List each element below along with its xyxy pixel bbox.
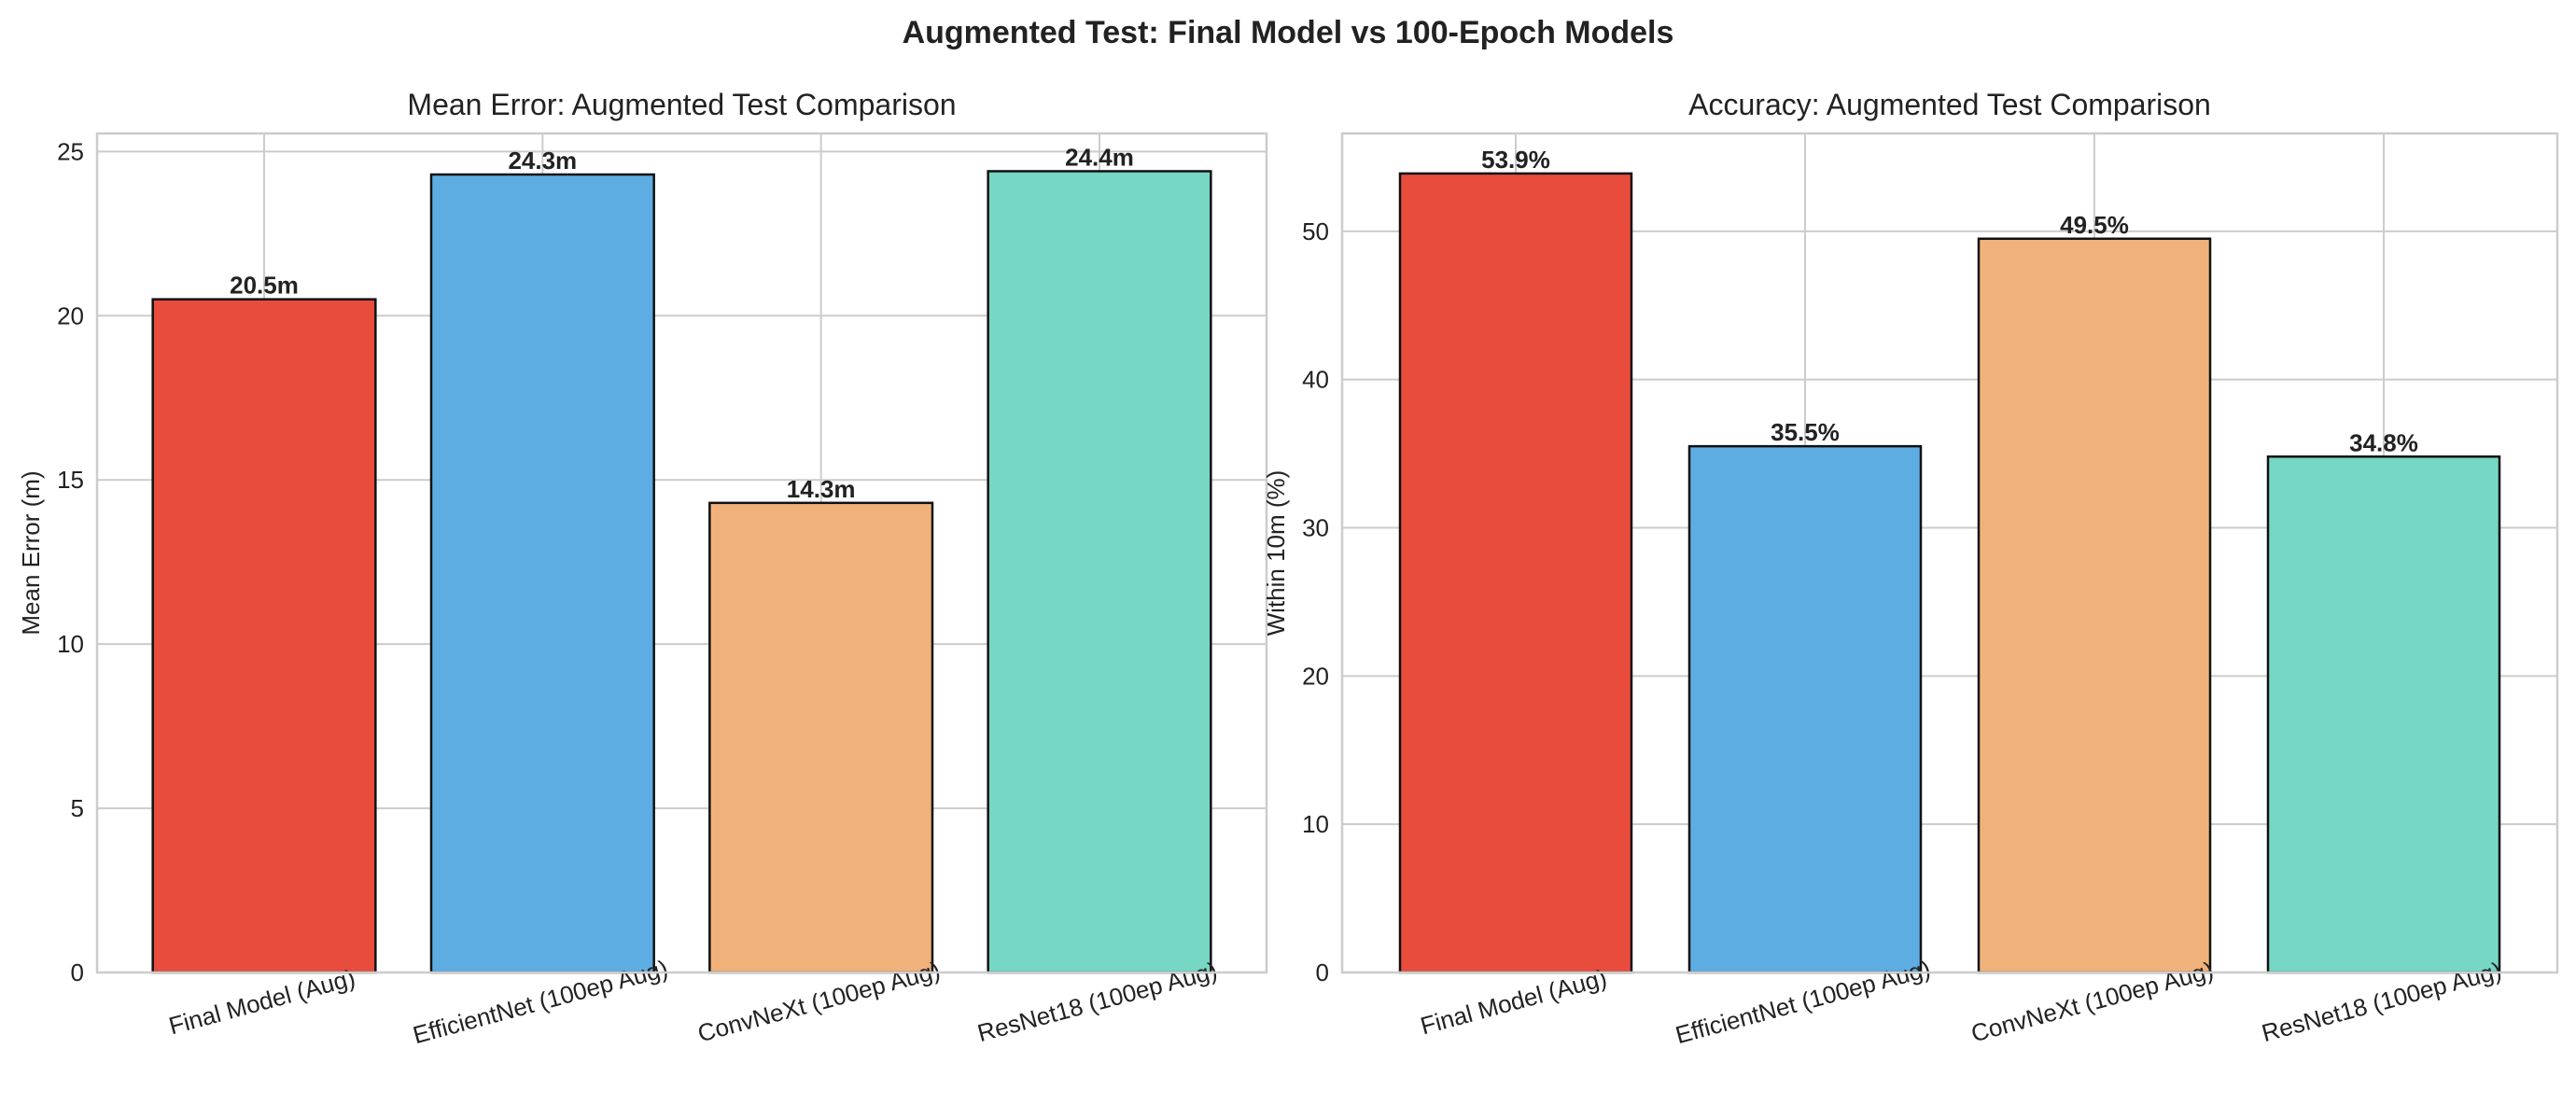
data-label: 14.3m	[787, 475, 856, 503]
chart-title: Accuracy: Augmented Test Comparison	[1688, 88, 2211, 121]
data-label: 34.8%	[2349, 428, 2418, 456]
data-label: 35.5%	[1771, 418, 1840, 446]
y-tick-label: 40	[1302, 366, 1329, 394]
y-tick-label: 0	[71, 958, 84, 986]
bar	[708, 501, 934, 974]
y-tick-label: 20	[1302, 662, 1329, 690]
y-tick-label: 10	[1302, 810, 1329, 838]
y-tick-label: 5	[71, 794, 84, 822]
axes-frame	[1340, 132, 2559, 974]
data-label: 24.3m	[508, 147, 577, 175]
figure-title: Augmented Test: Final Model vs 100-Epoch…	[903, 15, 1674, 50]
data-label: 20.5m	[230, 272, 299, 300]
chart-title: Mean Error: Augmented Test Comparison	[407, 88, 956, 121]
x-tick-label: Final Model (Aug)	[166, 963, 358, 1040]
bar	[151, 298, 377, 974]
bar	[1687, 444, 1923, 974]
bar	[1977, 237, 2212, 974]
bar	[429, 173, 655, 974]
y-tick-label: 15	[57, 466, 84, 494]
x-tick-label: Final Model (Aug)	[1418, 963, 1610, 1040]
y-axis-label: Within 10m (%)	[1262, 470, 1290, 636]
data-label: 24.4m	[1065, 143, 1134, 171]
y-tick-label: 10	[57, 630, 84, 658]
y-tick-label: 50	[1302, 217, 1329, 245]
data-label: 49.5%	[2060, 211, 2129, 239]
bar	[987, 170, 1212, 974]
y-tick-label: 25	[57, 137, 84, 165]
data-label: 53.9%	[1481, 146, 1550, 174]
bar	[2266, 455, 2501, 974]
axes-frame	[95, 132, 1268, 974]
bar	[1398, 172, 1633, 974]
y-tick-label: 0	[1316, 958, 1329, 986]
y-axis-label: Mean Error (m)	[17, 470, 45, 635]
y-tick-label: 20	[57, 301, 84, 329]
y-tick-label: 30	[1302, 513, 1329, 541]
